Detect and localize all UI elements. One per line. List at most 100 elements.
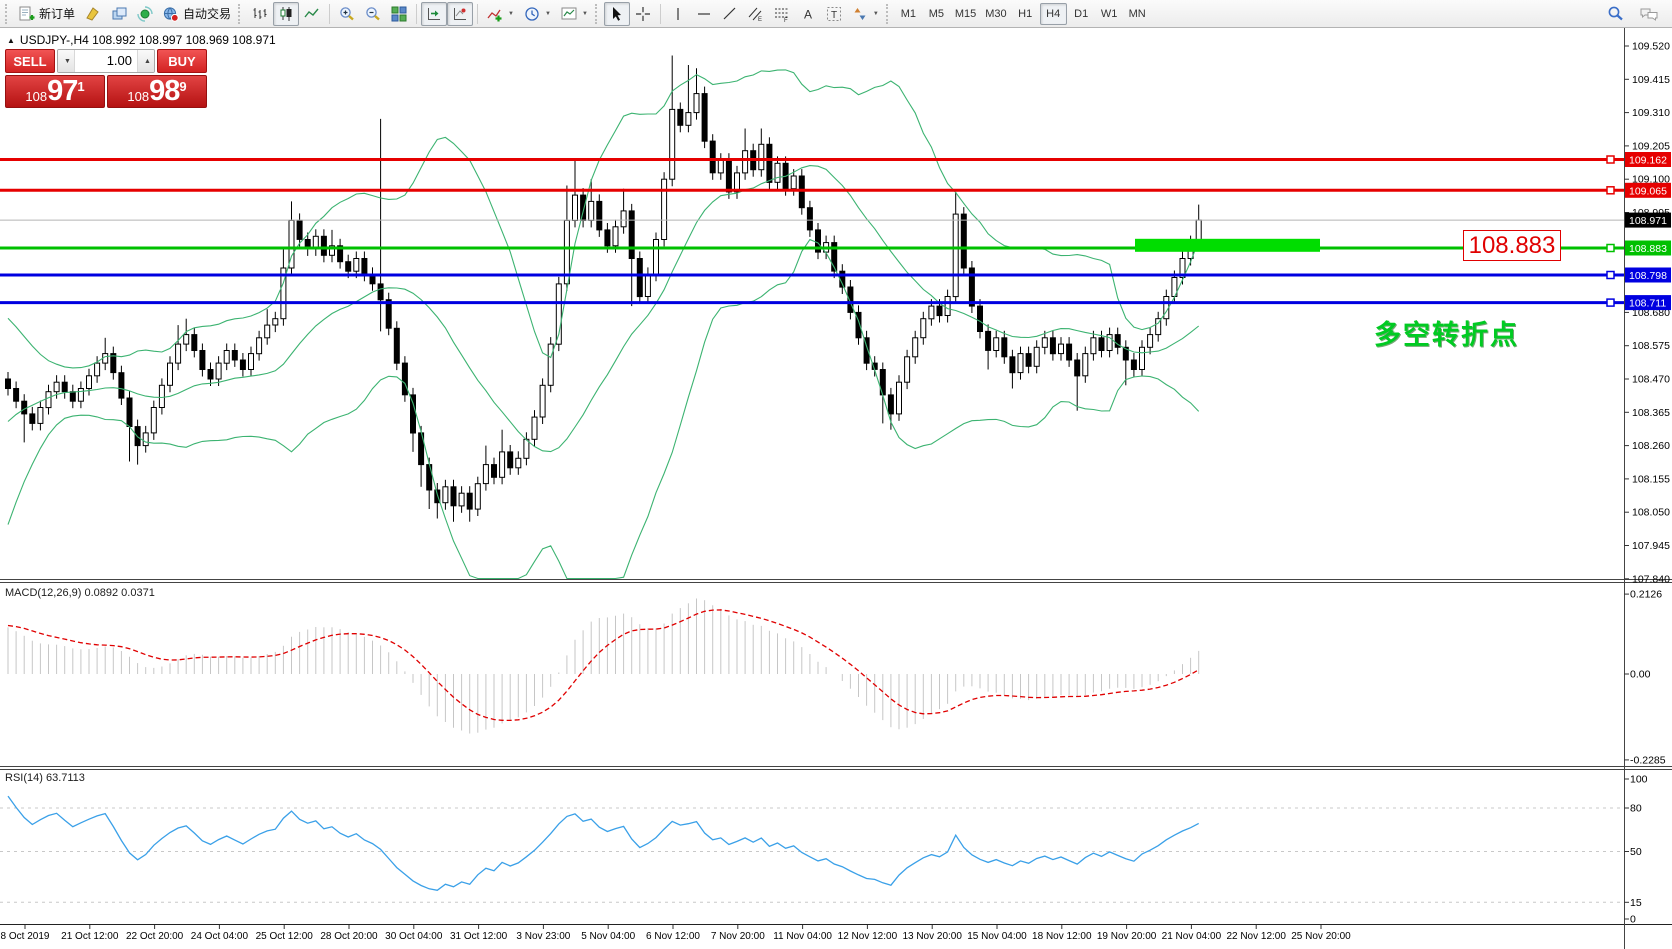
buy-price-button[interactable]: 108 98 9 xyxy=(107,75,207,108)
timeframe-button-M15[interactable]: M15 xyxy=(951,3,980,25)
vertical-line-icon xyxy=(677,7,679,20)
trendline-tool-button[interactable] xyxy=(717,2,743,26)
macd-signal-line xyxy=(7,609,1200,722)
timeframe-button-W1[interactable]: W1 xyxy=(1096,3,1123,25)
text-icon: A xyxy=(804,7,812,21)
line-chart-icon xyxy=(304,8,319,17)
symbol-header[interactable]: ▲ USDJPY-,H4 108.992 108.997 108.969 108… xyxy=(7,33,276,47)
new-order-button[interactable]: 新订单 xyxy=(14,2,80,26)
timeframes-dropdown-button[interactable]: ▼ xyxy=(519,2,556,26)
autotrading-button[interactable]: 自动交易 xyxy=(158,2,236,26)
toolbar-grip[interactable] xyxy=(238,3,243,24)
tile-windows-button[interactable] xyxy=(386,2,412,26)
time-axis[interactable]: 8 Oct 2019 21 Oct 12:00 22 Oct 20:00 24 Oct… xyxy=(1,925,1352,942)
chart-profile-button[interactable] xyxy=(80,2,106,26)
crosshair-button[interactable] xyxy=(630,2,656,26)
search-button[interactable] xyxy=(1602,2,1629,26)
buy-price-sup: 9 xyxy=(179,79,187,94)
new-order-icon xyxy=(19,6,35,20)
profile-icon xyxy=(86,6,99,21)
toolbar-separator xyxy=(416,3,418,24)
svg-text:3 Nov 23:00: 3 Nov 23:00 xyxy=(516,931,570,942)
buy-button[interactable]: BUY xyxy=(157,49,207,73)
templates-button[interactable]: ▼ xyxy=(556,2,593,26)
horizontal-line-icon xyxy=(697,12,710,15)
timeframe-button-D1[interactable]: D1 xyxy=(1068,3,1095,25)
open-windows-button[interactable] xyxy=(106,2,132,26)
zoom-in-button[interactable] xyxy=(334,2,360,26)
chart-shift-button[interactable] xyxy=(447,1,474,26)
turning-point-annotation[interactable]: 多空转折点 xyxy=(1374,320,1519,350)
fibonacci-tool-button[interactable]: F xyxy=(769,2,795,26)
svg-text:109.100: 109.100 xyxy=(1632,174,1670,186)
indicators-button[interactable]: ▼ xyxy=(482,2,519,26)
channel-tool-button[interactable]: E xyxy=(743,2,769,26)
vertical-line-tool-button[interactable] xyxy=(665,2,691,26)
toolbar-separator xyxy=(329,3,331,24)
zoom-out-button[interactable] xyxy=(360,2,386,26)
collapse-panel-icon[interactable]: ▲ xyxy=(7,35,15,45)
svg-text:108.260: 108.260 xyxy=(1632,440,1670,452)
volume-decrease-button[interactable]: ▼ xyxy=(58,50,75,72)
toolbar-separator xyxy=(659,3,661,24)
clock-icon xyxy=(525,6,539,21)
symbol-ohlc-text: USDJPY-,H4 108.992 108.997 108.969 108.9… xyxy=(19,33,276,47)
svg-text:8 Oct 2019: 8 Oct 2019 xyxy=(1,931,50,942)
toolbar-grip[interactable] xyxy=(5,3,10,24)
signal-icon xyxy=(137,5,153,22)
volume-increase-button[interactable]: ▲ xyxy=(137,50,154,72)
strategy-tester-button[interactable] xyxy=(132,2,158,26)
autotrading-icon xyxy=(163,6,179,22)
chevron-down-icon: ▼ xyxy=(544,10,551,17)
sell-button[interactable]: SELL xyxy=(5,49,55,73)
auto-scroll-button[interactable] xyxy=(421,1,448,26)
chart-shift-icon xyxy=(454,7,467,20)
horizontal-level-lines[interactable] xyxy=(0,155,1624,307)
text-label-tool-button[interactable]: T xyxy=(821,2,847,26)
highlight-rectangle[interactable] xyxy=(1135,238,1320,252)
price-axis[interactable]: 109.520 109.415 109.310 109.205 109.100 108.9… xyxy=(1624,41,1671,926)
buy-price-big: 98 xyxy=(149,75,180,107)
bar-chart-button[interactable] xyxy=(247,2,273,26)
volume-stepper: ▼ 1.00 ▲ xyxy=(57,49,155,73)
arrows-tool-button[interactable]: ▼ xyxy=(847,2,884,26)
candlestick-series[interactable] xyxy=(5,55,1202,522)
text-label-icon: T xyxy=(826,6,841,21)
pane-separators[interactable] xyxy=(0,28,1672,949)
svg-text:0.2126: 0.2126 xyxy=(1630,589,1662,601)
svg-text:107.945: 107.945 xyxy=(1632,540,1670,552)
svg-text:22 Nov 12:00: 22 Nov 12:00 xyxy=(1226,931,1286,942)
timeframe-button-MN[interactable]: MN xyxy=(1124,3,1151,25)
text-tool-button[interactable]: A xyxy=(795,2,821,26)
template-icon xyxy=(561,7,577,19)
search-icon xyxy=(1608,6,1623,21)
chat-button[interactable] xyxy=(1635,2,1663,26)
cursor-icon xyxy=(612,6,621,21)
svg-text:108.470: 108.470 xyxy=(1632,374,1670,386)
svg-text:-0.2285: -0.2285 xyxy=(1630,754,1666,766)
horizontal-line-tool-button[interactable] xyxy=(691,2,717,26)
zoom-in-icon xyxy=(340,6,354,20)
timeframe-button-M5[interactable]: M5 xyxy=(923,3,950,25)
zoom-out-icon xyxy=(366,6,380,20)
svg-text:108.155: 108.155 xyxy=(1632,473,1670,485)
crosshair-icon xyxy=(635,6,650,21)
svg-text:108.798: 108.798 xyxy=(1629,270,1667,282)
toolbar: 新订单 自动交易 xyxy=(0,0,1672,28)
svg-text:12 Nov 12:00: 12 Nov 12:00 xyxy=(838,931,898,942)
sell-price-button[interactable]: 108 97 1 xyxy=(5,75,105,108)
timeframe-button-H1[interactable]: H1 xyxy=(1012,3,1039,25)
timeframe-button-H4[interactable]: H4 xyxy=(1039,2,1067,25)
level-price-callout[interactable]: 108.883 xyxy=(1463,230,1561,261)
timeframe-button-M30[interactable]: M30 xyxy=(981,3,1010,25)
chevron-down-icon: ▼ xyxy=(581,10,588,17)
volume-input[interactable]: 1.00 xyxy=(106,53,132,68)
toolbar-grip[interactable] xyxy=(594,3,600,24)
cursor-button[interactable] xyxy=(603,1,630,26)
svg-text:28 Oct 20:00: 28 Oct 20:00 xyxy=(320,931,378,942)
candlestick-chart-button[interactable] xyxy=(273,1,300,26)
timeframe-button-M1[interactable]: M1 xyxy=(895,3,922,25)
line-chart-button[interactable] xyxy=(299,2,325,26)
toolbar-grip[interactable] xyxy=(885,3,891,24)
